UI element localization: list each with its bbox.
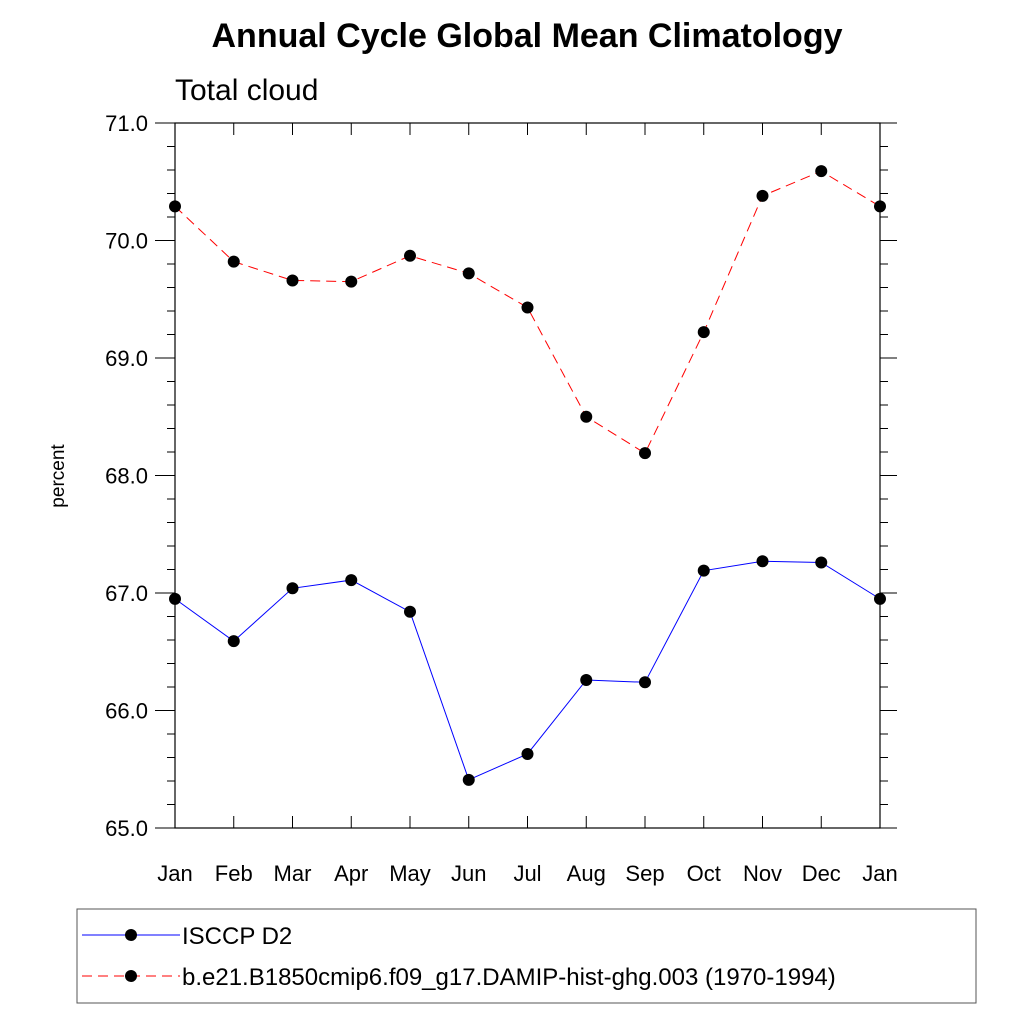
- data-point: [697, 326, 710, 339]
- chart-subtitle: Total cloud: [175, 74, 318, 107]
- series-1: [169, 165, 886, 460]
- x-tick-label: Apr: [334, 861, 368, 886]
- x-tick-label: Oct: [687, 861, 721, 886]
- x-tick-label: Sep: [625, 861, 664, 886]
- legend-swatch-marker: [125, 929, 137, 941]
- data-point: [639, 676, 651, 689]
- data-point: [697, 564, 710, 577]
- data-point: [286, 274, 299, 287]
- legend-label: ISCCP D2: [182, 923, 292, 950]
- y-tick-label: 71.0: [105, 111, 148, 136]
- data-point: [345, 574, 358, 587]
- data-point: [874, 592, 886, 605]
- data-point: [756, 555, 769, 568]
- legend-box: [76, 908, 977, 1004]
- y-axis-label: percent: [48, 444, 69, 508]
- data-point: [169, 200, 181, 213]
- x-tick-label: Aug: [567, 861, 606, 886]
- y-tick-label: 69.0: [105, 346, 148, 371]
- y-tick-label: 66.0: [105, 699, 148, 724]
- data-point: [580, 673, 593, 686]
- x-tick-label: Jan: [157, 861, 192, 886]
- data-point: [580, 410, 593, 423]
- x-tick-label: May: [389, 861, 431, 886]
- legend-swatch-marker: [125, 970, 137, 982]
- data-point: [521, 747, 534, 760]
- data-point: [227, 635, 240, 648]
- axes: Jan Feb Mar Apr May Jun Jul Aug Sep Oct Nov Dec Jan 6…: [105, 111, 898, 886]
- y-tick-label: 67.0: [105, 581, 148, 606]
- data-point: [404, 605, 416, 618]
- x-tick-label: Dec: [802, 861, 841, 886]
- data-point: [462, 267, 475, 280]
- y-tick-label: 70.0: [105, 229, 148, 254]
- plot-frame: [174, 122, 881, 829]
- data-point: [345, 275, 358, 288]
- y-tick-label: 65.0: [105, 816, 148, 841]
- legend-entry-0: ISCCP D2: [82, 923, 292, 950]
- x-tick-label: Jul: [513, 861, 541, 886]
- series-0: [169, 555, 886, 786]
- legend-entry-1: b.e21.B1850cmip6.f09_g17.DAMIP-hist-ghg.…: [82, 964, 836, 991]
- data-point: [169, 592, 181, 605]
- chart-title: Annual Cycle Global Mean Climatology: [212, 17, 843, 55]
- data-point: [815, 165, 828, 178]
- x-tick-label: Jun: [451, 861, 486, 886]
- x-tick-label: Mar: [274, 861, 312, 886]
- data-point: [404, 249, 416, 262]
- series-line: [174, 560, 881, 781]
- legend: ISCCP D2 b.e21.B1850cmip6.f09_g17.DAMIP-h…: [76, 908, 977, 1004]
- x-tick-label: Nov: [743, 861, 782, 886]
- series-layer: [169, 165, 886, 786]
- legend-label: b.e21.B1850cmip6.f09_g17.DAMIP-hist-ghg.…: [182, 964, 836, 991]
- y-tick-label: 68.0: [105, 464, 148, 489]
- data-point: [756, 189, 769, 202]
- data-point: [874, 200, 886, 213]
- data-point: [227, 255, 240, 268]
- data-point: [521, 301, 534, 314]
- data-point: [639, 447, 651, 460]
- data-point: [815, 556, 828, 569]
- data-point: [462, 773, 475, 786]
- data-point: [286, 582, 299, 595]
- x-tick-label: Feb: [215, 861, 253, 886]
- x-tick-label: Jan: [862, 861, 897, 886]
